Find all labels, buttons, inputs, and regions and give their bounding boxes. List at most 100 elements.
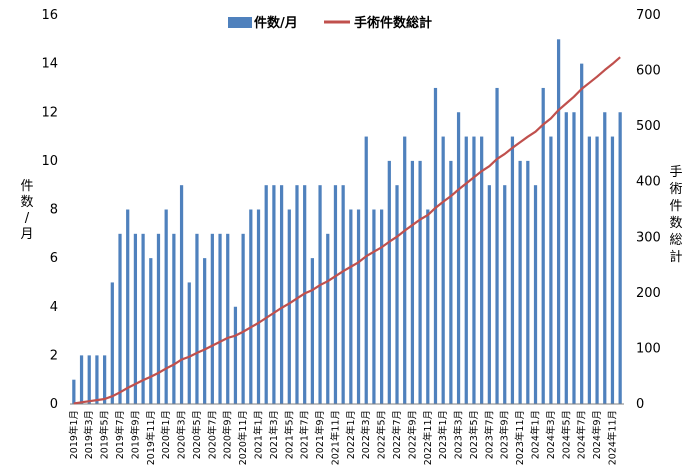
bar (549, 136, 553, 404)
bar (580, 63, 584, 405)
bar (79, 355, 84, 405)
bar (356, 209, 361, 404)
bar (118, 233, 122, 404)
x-tick-label: 2024年11月 (606, 410, 618, 465)
x-tick-label: 2022年11月 (422, 410, 434, 465)
y-left-tick-label: 10 (41, 154, 58, 169)
bar (618, 112, 622, 404)
bar (241, 233, 245, 404)
x-tick-label: 2024年5月 (560, 410, 572, 459)
x-tick-label: 2024年1月 (530, 410, 542, 459)
bar (133, 233, 138, 404)
bar (487, 185, 491, 404)
bar (610, 136, 615, 404)
bar (187, 282, 191, 404)
bar (249, 209, 253, 404)
y-left-tick-label: 0 (50, 397, 58, 412)
series-line-total (73, 56, 621, 405)
x-tick-label: 2023年7月 (483, 410, 495, 459)
x-tick-label: 2019年3月 (83, 410, 95, 459)
x-tick-label: 2022年7月 (391, 410, 403, 459)
bar (279, 185, 284, 404)
x-tick-label: 2021年3月 (268, 410, 280, 459)
bar (341, 185, 345, 404)
bar (449, 160, 453, 405)
y-right-axis-label: 手術件数総計 (669, 165, 682, 265)
bar (164, 209, 168, 404)
bar (364, 136, 368, 404)
bar (403, 136, 407, 404)
bar (226, 233, 230, 404)
bar (387, 160, 391, 405)
legend-label-bar: 件数/月 (254, 15, 298, 31)
bar (156, 233, 161, 404)
bar (72, 379, 76, 404)
bar (95, 355, 99, 405)
x-tick-label: 2021年11月 (329, 410, 341, 465)
bar (595, 136, 599, 404)
bar (126, 209, 130, 404)
y-right-tick-label: 200 (636, 286, 661, 301)
x-tick-label: 2019年7月 (114, 410, 126, 459)
x-tick-label: 2020年5月 (191, 410, 203, 459)
bar (426, 209, 430, 404)
bar (195, 233, 199, 404)
x-tick-label: 2019年1月 (68, 410, 80, 459)
bar (587, 136, 591, 404)
x-tick-label: 2023年11月 (514, 410, 526, 465)
bar (203, 258, 207, 405)
y-left-tick-label: 4 (50, 300, 58, 315)
bar (541, 87, 545, 404)
x-tick-label: 2022年3月 (360, 410, 372, 459)
bar (472, 136, 476, 404)
x-tick-label: 2024年7月 (576, 410, 588, 459)
x-tick-label: 2020年3月 (176, 410, 188, 459)
x-tick-label: 2023年1月 (437, 410, 449, 459)
bar (441, 136, 445, 404)
bar (480, 136, 484, 404)
bar (433, 87, 438, 404)
x-tick-label: 2021年9月 (314, 410, 326, 459)
bar (264, 185, 268, 404)
bar (310, 258, 314, 405)
bar (533, 185, 538, 404)
legend-label-line: 手術件数総計 (354, 15, 432, 31)
x-tick-label: 2024年9月 (591, 410, 603, 459)
legend-swatch-bar (228, 17, 252, 28)
x-tick-label: 2019年5月 (99, 410, 111, 459)
x-tick-label: 2021年7月 (299, 410, 311, 459)
bar (295, 185, 299, 404)
y-right-tick-label: 700 (636, 8, 661, 23)
bar (179, 185, 184, 404)
bar (287, 209, 291, 404)
y-right-tick-label: 0 (636, 397, 644, 412)
bar (318, 185, 322, 404)
bar (572, 112, 576, 404)
x-tick-label: 2022年1月 (345, 410, 357, 459)
bar (233, 306, 238, 404)
y-left-tick-label: 12 (41, 105, 58, 120)
bar (256, 209, 261, 404)
bar (395, 185, 399, 404)
x-tick-label: 2020年1月 (160, 410, 172, 459)
y-left-axis-label: 件数/月 (20, 179, 33, 242)
bar (218, 233, 222, 404)
x-tick-label: 2020年11月 (237, 410, 249, 465)
y-left-tick-label: 2 (50, 348, 58, 363)
bar (556, 39, 561, 405)
bar (210, 233, 214, 404)
bar (603, 112, 607, 404)
bar (503, 185, 507, 404)
bar (380, 209, 384, 404)
bar (87, 355, 91, 405)
bar (495, 87, 499, 404)
bar (172, 233, 176, 404)
y-left-tick-label: 14 (41, 57, 58, 72)
x-tick-label: 2023年9月 (499, 410, 511, 459)
bar (103, 355, 107, 405)
bar (564, 112, 568, 404)
x-tick-label: 2023年3月 (453, 410, 465, 459)
bar (349, 209, 353, 404)
bar (456, 112, 461, 404)
x-tick-label: 2021年5月 (283, 410, 295, 459)
